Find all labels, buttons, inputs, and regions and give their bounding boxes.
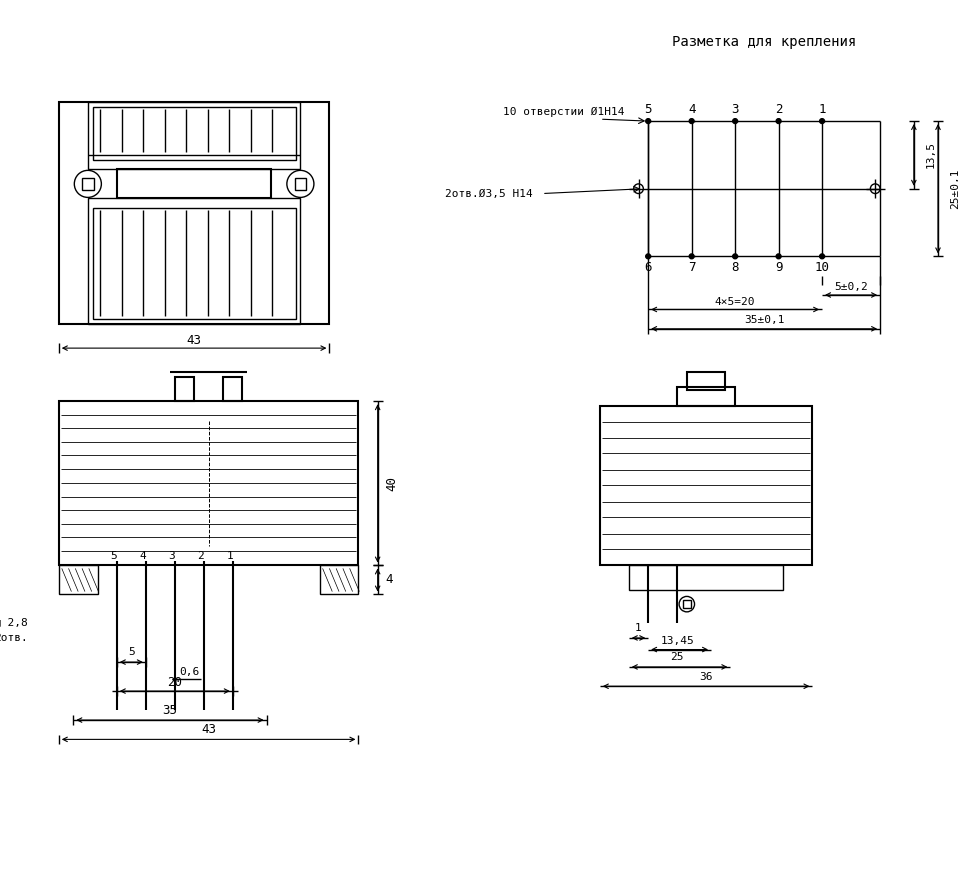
Text: 35: 35 [163,704,177,717]
Text: 13,45: 13,45 [660,636,694,646]
Text: 2отв.: 2отв. [0,633,28,643]
Text: 13,5: 13,5 [925,142,935,169]
Bar [295,178,307,190]
Text: 43: 43 [187,334,201,347]
Bar [223,377,242,401]
Text: 8: 8 [731,261,739,274]
Text: 4: 4 [385,573,393,586]
Bar [687,372,725,390]
Circle shape [776,254,781,259]
Text: 25±0,1: 25±0,1 [950,169,958,209]
Circle shape [733,254,738,259]
Circle shape [689,254,694,259]
Text: 2: 2 [775,103,783,116]
Circle shape [689,119,694,123]
Text: 9: 9 [775,261,783,274]
Text: 10: 10 [814,261,830,274]
Circle shape [646,119,650,123]
Circle shape [820,254,825,259]
Bar [93,208,296,319]
Text: 40: 40 [386,475,399,491]
Text: 5: 5 [128,648,135,657]
Bar [58,565,98,594]
Circle shape [633,184,644,193]
Text: 7: 7 [688,261,696,274]
Text: 5: 5 [645,103,652,116]
Circle shape [679,596,695,612]
Circle shape [75,170,102,198]
Text: □ 2,8: □ 2,8 [0,619,28,628]
Text: 5: 5 [110,551,117,561]
Bar [88,101,301,170]
Text: 35±0,1: 35±0,1 [743,316,785,325]
Bar [82,178,94,190]
Text: 4: 4 [140,551,147,561]
Bar [600,406,812,565]
Bar [628,565,784,590]
Circle shape [646,254,650,259]
Bar [58,101,330,324]
Text: 43: 43 [201,723,217,736]
Text: 25: 25 [671,652,684,662]
Text: 36: 36 [699,671,713,682]
Text: 3: 3 [731,103,739,116]
Circle shape [820,119,825,123]
Text: Разметка для крепления: Разметка для крепления [672,35,856,49]
Bar [320,565,358,594]
Circle shape [286,170,314,198]
Bar [683,600,691,608]
Text: 20: 20 [168,676,182,689]
Text: 4: 4 [688,103,696,116]
Text: 1: 1 [635,623,642,634]
Bar [117,170,271,198]
Bar [58,401,358,565]
Text: 6: 6 [645,261,652,274]
Bar [677,387,735,406]
Text: 10 отверстии Ø1Н14: 10 отверстии Ø1Н14 [503,107,625,116]
Circle shape [776,119,781,123]
Bar [174,377,194,401]
Text: 5±0,2: 5±0,2 [834,282,868,292]
Text: 1: 1 [818,103,826,116]
Text: 2: 2 [197,551,204,561]
Text: 1: 1 [226,551,233,561]
Bar [93,107,296,160]
Text: 0,6: 0,6 [179,667,199,676]
Text: 4×5=20: 4×5=20 [715,297,755,307]
Bar [88,198,301,324]
Circle shape [733,119,738,123]
Text: 3: 3 [169,551,175,561]
Text: 2отв.Ø3,5 Н14: 2отв.Ø3,5 Н14 [445,189,533,198]
Circle shape [871,184,880,193]
